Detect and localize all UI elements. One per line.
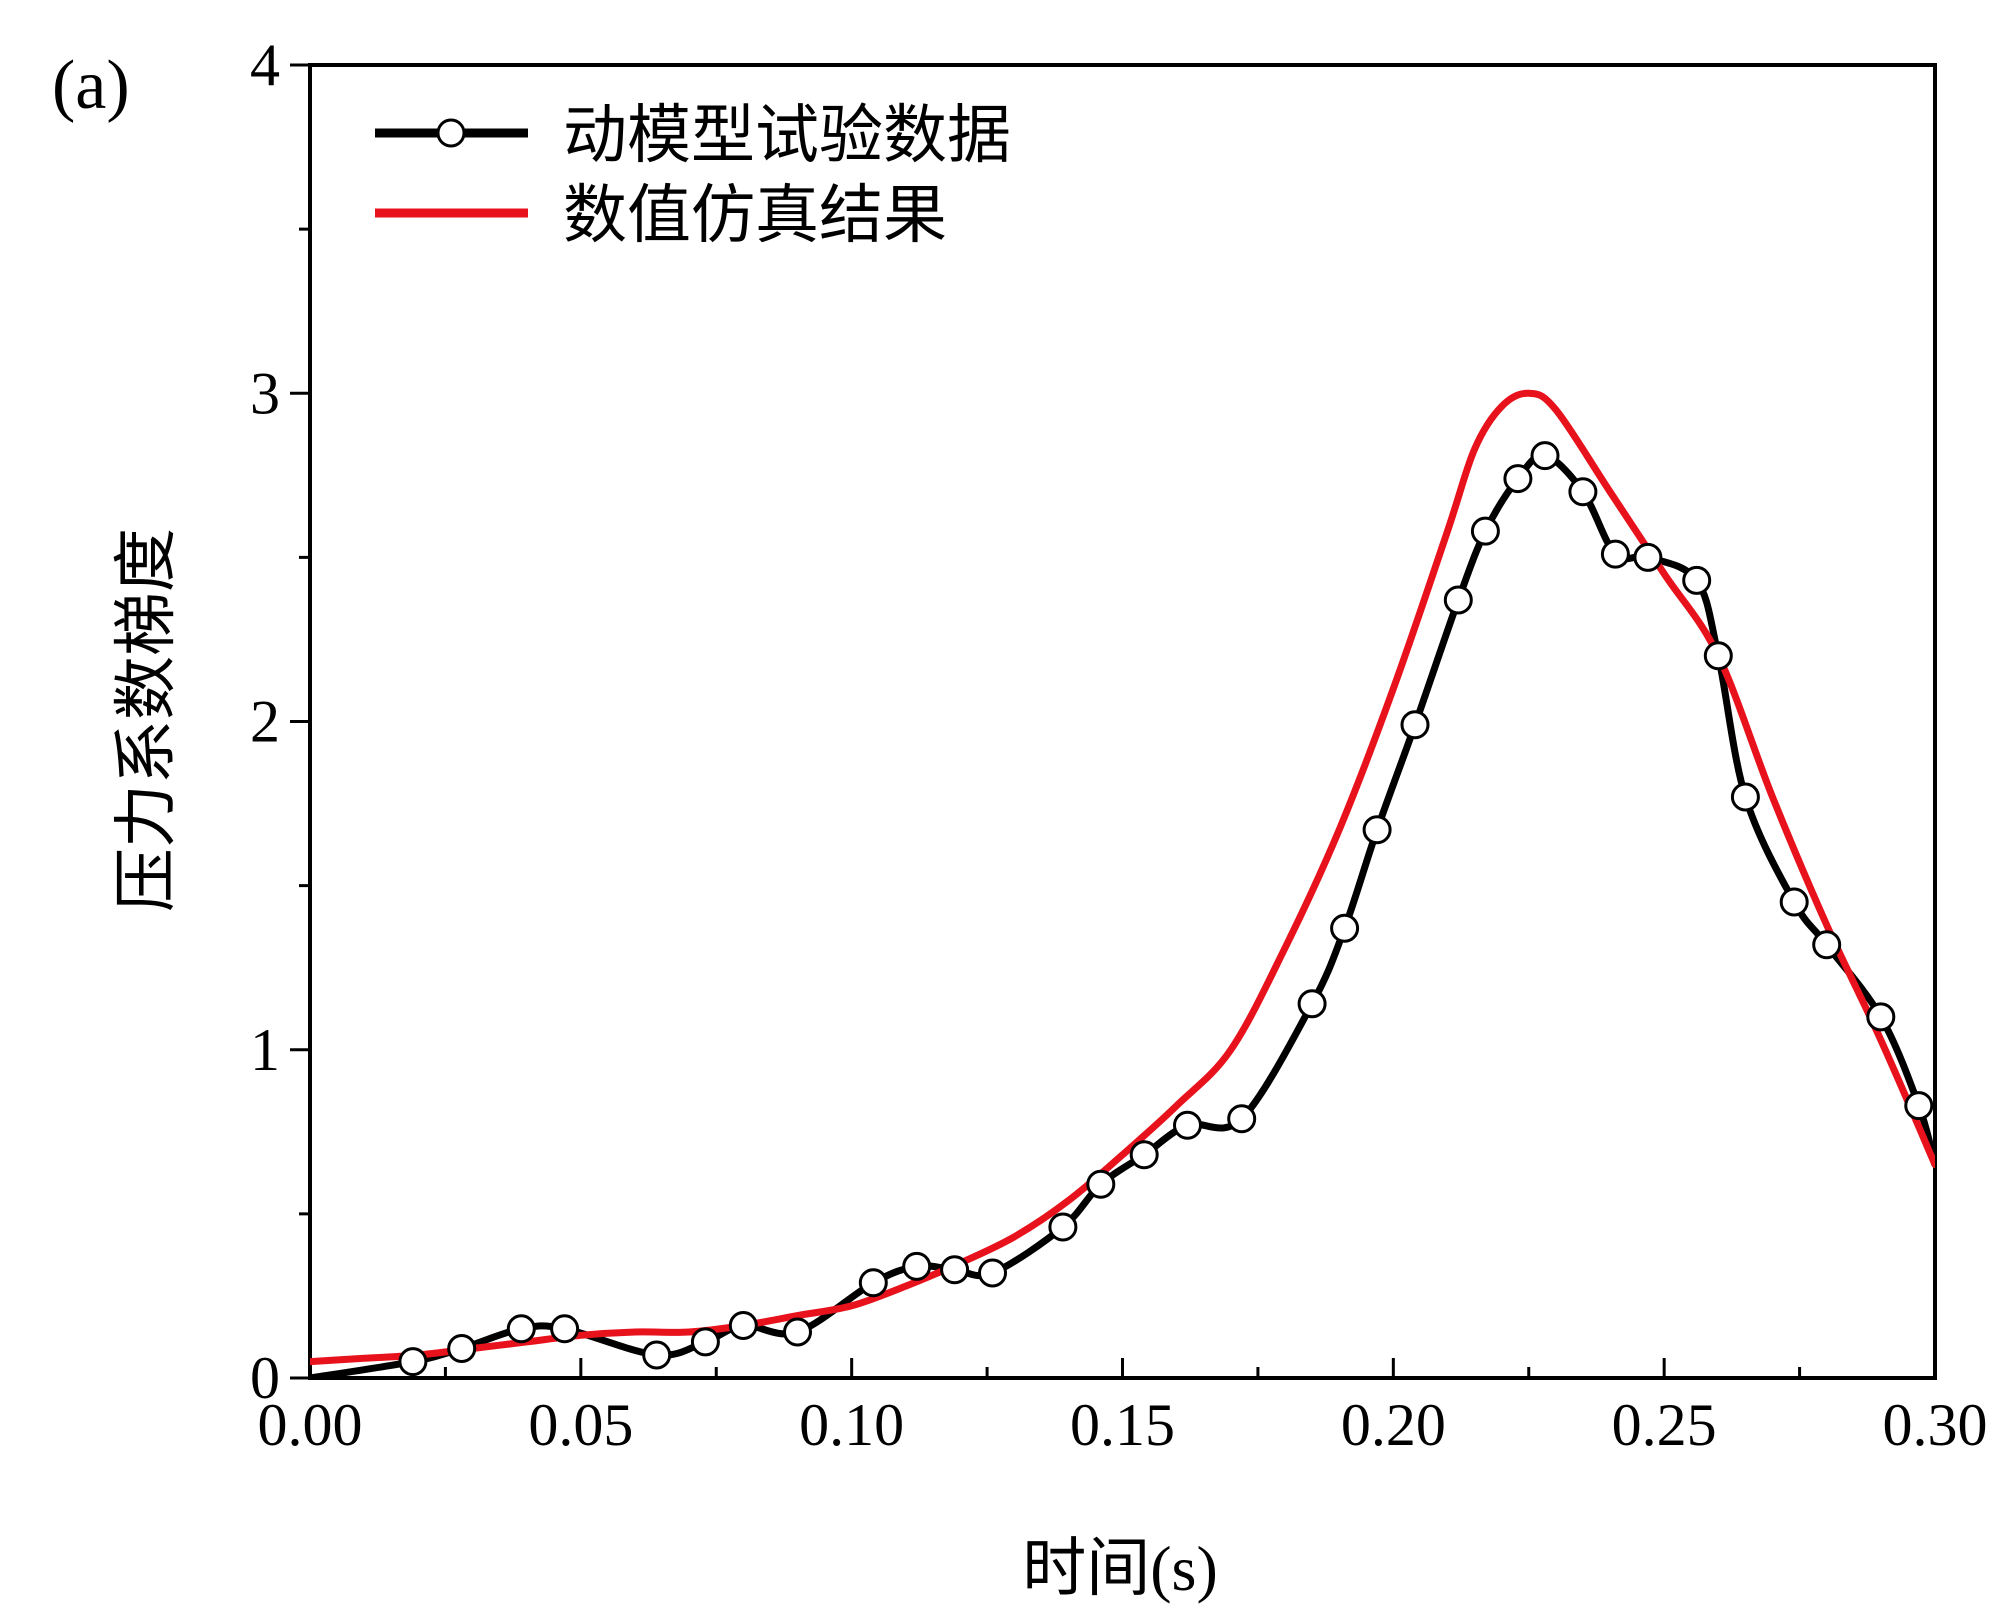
- experiment-point: [1600, 539, 1630, 569]
- experiment-point: [1503, 464, 1533, 494]
- experiment-point: [1730, 782, 1760, 812]
- y-tick-label: 1: [250, 1017, 280, 1083]
- x-tick-label: 0.30: [1883, 1392, 1988, 1458]
- experiment-point: [550, 1314, 580, 1344]
- experiment-point: [1129, 1140, 1159, 1170]
- experiment-point: [1362, 815, 1392, 845]
- y-axis-label: 压力系数梯度: [111, 528, 182, 912]
- experiment-point: [1866, 1002, 1896, 1032]
- experiment-point: [902, 1251, 932, 1281]
- experiment-point: [1173, 1110, 1202, 1140]
- axis-ticks: [290, 63, 1937, 1380]
- experiment-point: [1568, 477, 1598, 507]
- experiment-point: [1904, 1091, 1934, 1121]
- legend-marker-experiment: [436, 118, 466, 148]
- experiment-point: [1682, 565, 1712, 595]
- experiment-point: [1297, 989, 1327, 1019]
- experiment-point: [506, 1314, 536, 1344]
- experiment-point: [1086, 1169, 1116, 1199]
- legend-label-simulation: 数值仿真结果: [563, 180, 947, 251]
- experiment-point: [1048, 1212, 1078, 1242]
- x-tick-label: 0.15: [1070, 1392, 1175, 1458]
- y-tick-label: 2: [250, 689, 280, 755]
- x-tick-labels: 0.00 0.05 0.10 0.15 0.20 0.25 0.30: [258, 1392, 1988, 1458]
- x-tick-label: 0.00: [258, 1392, 363, 1458]
- y-tick-labels: 0 1 2 3 4: [250, 32, 280, 1411]
- experiment-point: [978, 1258, 1007, 1288]
- panel-label: (a): [52, 47, 130, 124]
- experiment-point: [1227, 1104, 1257, 1134]
- experiment-point: [1703, 641, 1733, 671]
- y-tick-label: 3: [250, 360, 280, 426]
- experiment-point: [1779, 887, 1809, 917]
- y-tick-label: 4: [250, 32, 280, 98]
- experiment-point: [940, 1255, 970, 1285]
- legend: 动模型试验数据 数值仿真结果: [375, 100, 1011, 251]
- simulation-line: [310, 389, 1935, 1366]
- series-layer: [310, 389, 1935, 1378]
- legend-label-experiment: 动模型试验数据: [563, 100, 1011, 171]
- x-tick-label: 0.25: [1612, 1392, 1717, 1458]
- experiment-point: [1633, 542, 1663, 572]
- x-tick-label: 0.05: [528, 1392, 633, 1458]
- experiment-point: [1812, 930, 1842, 960]
- experiment-point: [1470, 516, 1500, 546]
- experiment-point: [1530, 441, 1560, 471]
- experiment-point: [398, 1347, 428, 1377]
- series-1: [310, 389, 1935, 1366]
- experiment-point: [858, 1268, 888, 1298]
- experiment-point: [1330, 913, 1360, 943]
- experiment-point: [1400, 710, 1430, 740]
- experiment-point: [690, 1327, 720, 1357]
- experiment-point: [1443, 585, 1473, 615]
- experiment-point: [783, 1317, 812, 1347]
- experiment-point: [642, 1340, 672, 1370]
- experiment-point: [728, 1311, 758, 1340]
- plot-frame: [308, 63, 1937, 1380]
- experiment-point: [447, 1334, 477, 1363]
- y-tick-label: 0: [250, 1345, 280, 1411]
- x-tick-label: 0.10: [799, 1392, 904, 1458]
- x-tick-label: 0.20: [1341, 1392, 1446, 1458]
- x-axis-label: 时间(s): [1022, 1533, 1218, 1604]
